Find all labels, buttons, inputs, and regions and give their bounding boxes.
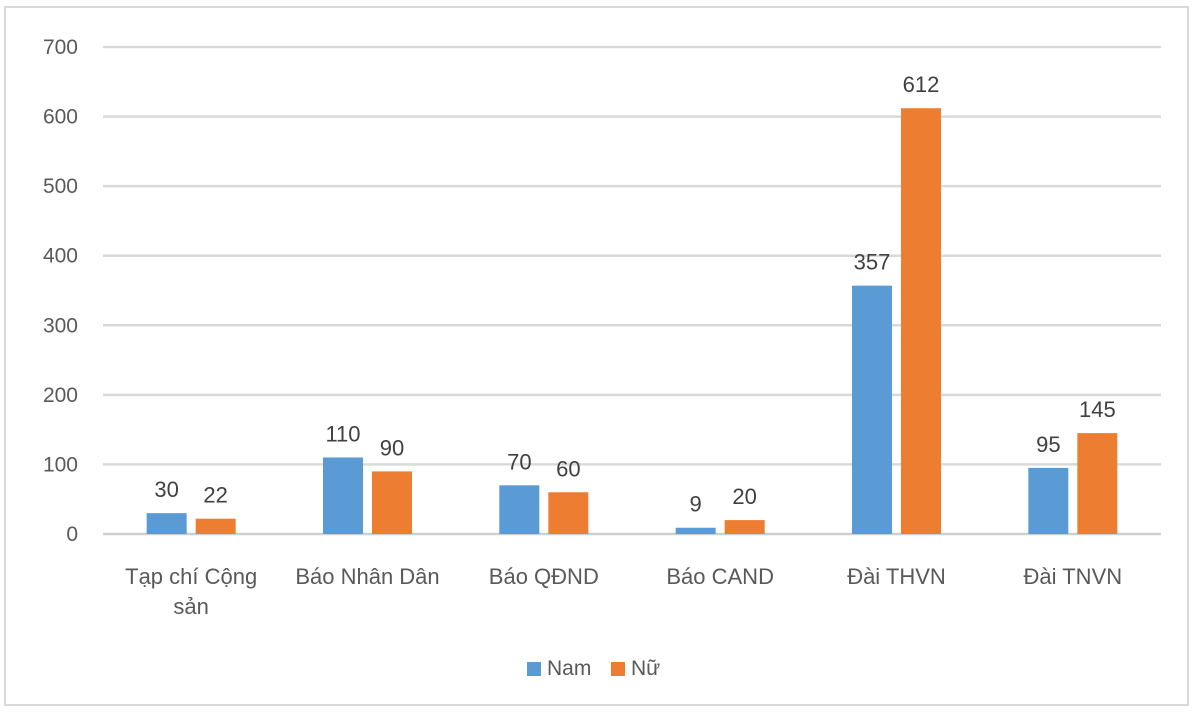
data-label: 9	[690, 492, 702, 517]
y-tick-label: 700	[43, 36, 78, 59]
x-tick-label: Đài THVN	[847, 564, 946, 589]
data-label: 30	[154, 477, 178, 502]
y-tick-label: 100	[43, 453, 78, 476]
x-tick-label: Báo QĐND	[489, 564, 599, 589]
data-labels: 30 22 110 90 70 60 9 20 357 612 95 145	[154, 72, 1115, 517]
y-tick-label: 300	[43, 314, 78, 337]
x-tick-label: Báo Nhân Dân	[295, 564, 439, 589]
data-label: 145	[1079, 397, 1116, 422]
bar	[499, 485, 540, 534]
bar	[1028, 467, 1069, 534]
bar	[675, 527, 716, 534]
bar	[195, 518, 236, 534]
data-label: 110	[325, 421, 360, 446]
y-tick-label: 500	[43, 175, 78, 198]
legend: Nam Nữ	[527, 657, 660, 680]
gridlines	[103, 45, 1161, 536]
bar	[852, 285, 892, 534]
data-label: 612	[903, 72, 940, 97]
data-label: 70	[507, 449, 531, 474]
x-tick-label: Báo CAND	[666, 564, 774, 589]
x-tick-label: Tạp chí Cộng	[125, 564, 257, 589]
bar	[372, 471, 412, 534]
y-axis-ticks: 0 100 200 300 400 500 600 700	[43, 36, 78, 546]
bar	[724, 520, 765, 534]
legend-swatch	[611, 662, 625, 676]
legend-label: Nam	[547, 657, 591, 680]
legend-swatch	[527, 662, 541, 676]
legend-label: Nữ	[631, 657, 660, 680]
bar	[548, 492, 589, 534]
bars	[146, 108, 1118, 535]
data-label: 20	[732, 484, 756, 509]
x-tick-label: Đài TNVN	[1024, 564, 1123, 589]
y-tick-label: 600	[43, 106, 78, 129]
y-tick-label: 200	[43, 384, 78, 407]
x-axis-ticks: Tạp chí Cộng sản Báo Nhân Dân Báo QĐND Báo C…	[125, 564, 1122, 619]
y-tick-label: 400	[43, 245, 78, 268]
data-label: 90	[380, 435, 404, 460]
bar	[901, 108, 941, 535]
y-tick-label: 0	[66, 523, 78, 546]
data-label: 357	[854, 250, 891, 275]
data-label: 60	[556, 456, 580, 481]
bar	[323, 457, 363, 534]
x-tick-label: sản	[173, 594, 208, 619]
bar	[146, 513, 187, 534]
bar	[1077, 433, 1118, 534]
data-label: 22	[203, 483, 227, 508]
chart-frame: 0 100 200 300 400 500 600 700 30 22 110 90 70 60 9 20 3…	[4, 6, 1189, 706]
data-label: 95	[1036, 432, 1060, 457]
